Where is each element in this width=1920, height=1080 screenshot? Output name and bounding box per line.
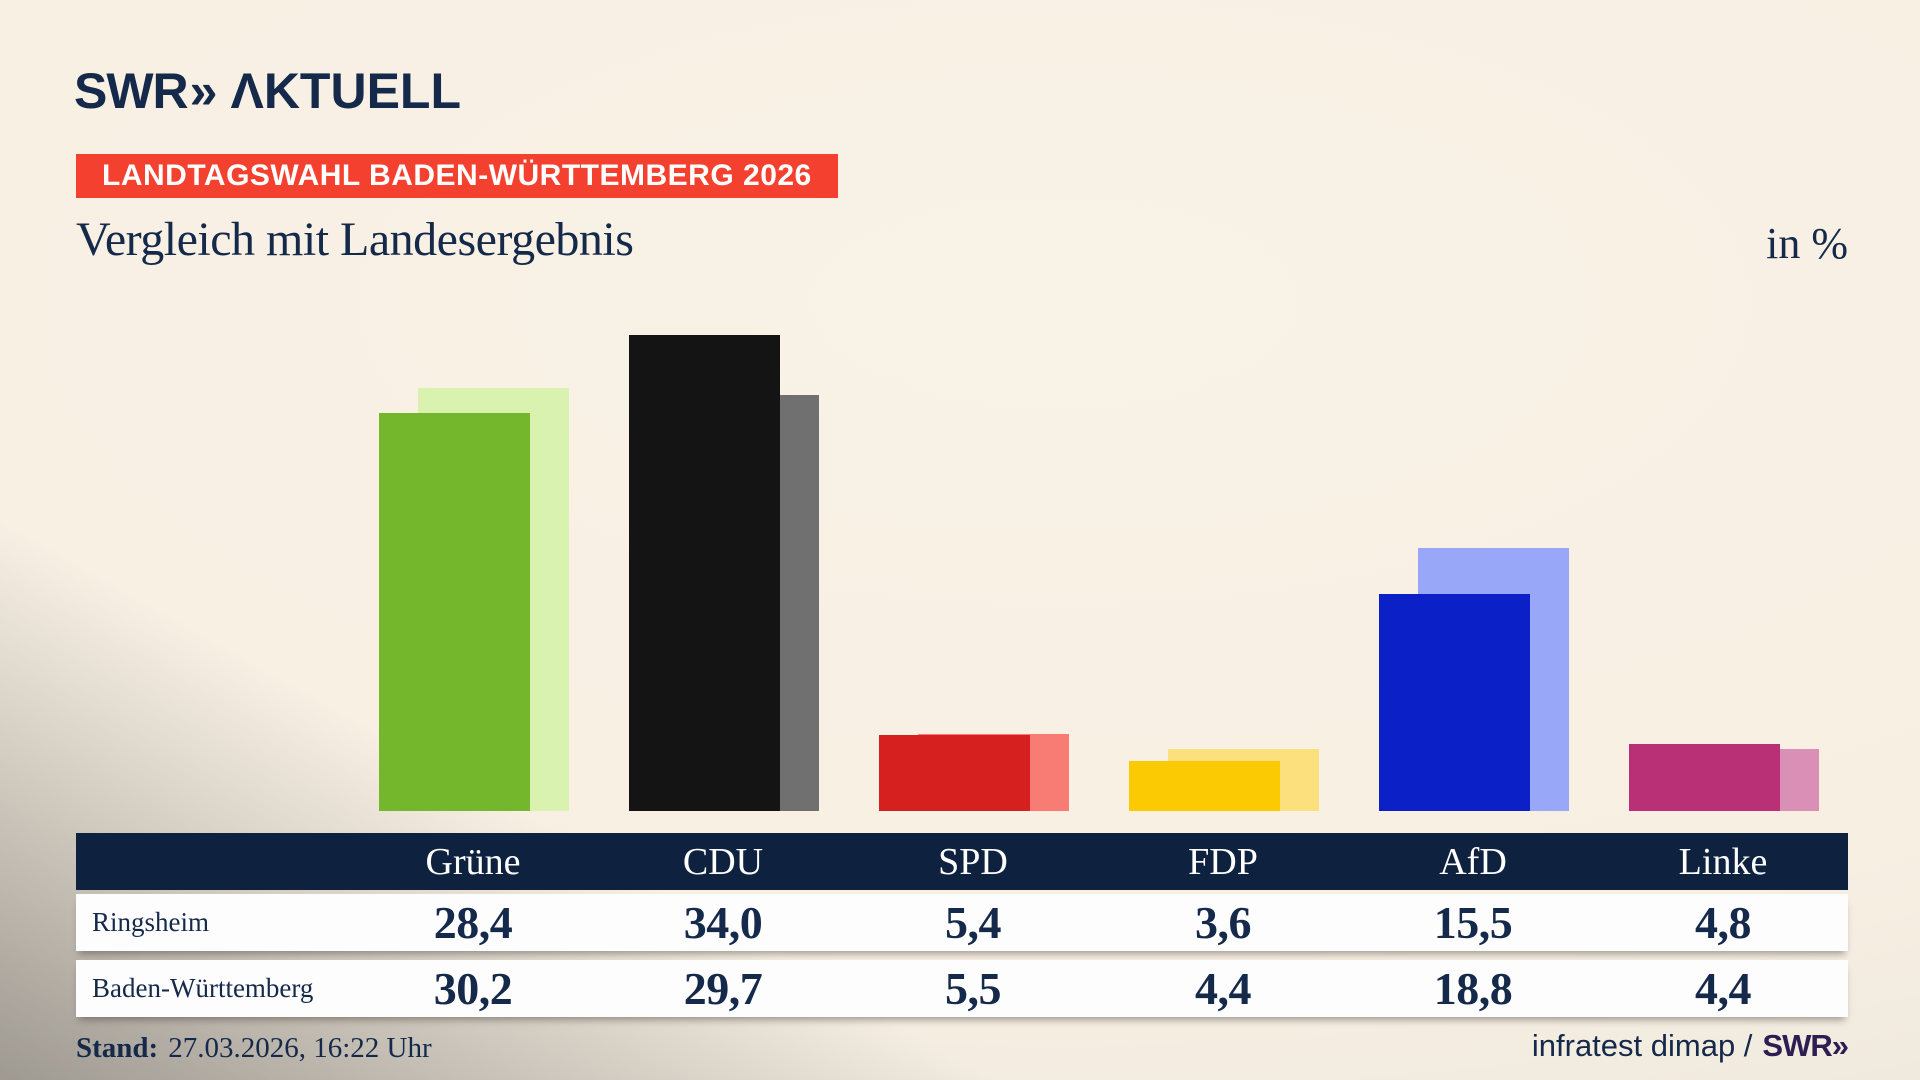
table-header-Linke: Linke (1678, 840, 1768, 883)
table-header-AfD: AfD (1439, 840, 1507, 883)
bar-state-Linke (1668, 749, 1819, 811)
source-attribution: infratest dimap / SWR» (1531, 1028, 1849, 1064)
value-SPD: 5,4 (945, 897, 1002, 948)
value-Linke: 4,8 (1695, 897, 1752, 948)
double-chevron-icon: » (189, 63, 218, 119)
value-FDP: 4,4 (1195, 963, 1252, 1014)
swr-aktuell-logo: SWR» ΛKTUELL (74, 62, 461, 120)
value-FDP: 3,6 (1195, 897, 1252, 948)
value-CDU: 29,7 (683, 963, 763, 1014)
bar-state-CDU (668, 395, 819, 811)
election-badge: LANDTAGSWAHL BADEN-WÜRTTEMBERG 2026 (76, 154, 838, 198)
table-header-row: Grüne CDU SPD FDP AfD Linke (76, 833, 1848, 890)
value-SPD: 5,5 (945, 963, 1002, 1014)
bar-main-SPD (879, 735, 1030, 811)
table-row-baden-wuerttemberg: Baden-Württemberg 30,2 29,7 5,5 4,4 18,8 4,4 (76, 960, 1848, 1017)
bar-main-Linke (1629, 744, 1780, 811)
bar-main-FDP (1129, 761, 1280, 811)
source-text: infratest dimap / (1531, 1028, 1753, 1063)
bar-state-FDP (1168, 749, 1319, 811)
value-CDU: 34,0 (683, 897, 763, 948)
timestamp: Stand: 27.03.2026, 16:22 Uhr (76, 1032, 432, 1065)
value-AfD: 15,5 (1433, 897, 1513, 948)
bar-state-Grüne (418, 388, 569, 811)
bar-main-Grüne (379, 413, 530, 811)
bar-state-AfD (1418, 548, 1569, 811)
results-table: Grüne CDU SPD FDP AfD Linke Ringsheim 28,4 34,0 5… (76, 833, 1848, 1017)
value-Grüne: 30,2 (433, 963, 513, 1014)
table-row-ringsheim: Ringsheim 28,4 34,0 5,4 3,6 15,5 4,8 (76, 894, 1848, 951)
bar-main-AfD (1379, 594, 1530, 811)
logo-aktuell-text: ΛKTUELL (230, 63, 462, 119)
table-header-CDU: CDU (682, 840, 764, 883)
page-title: Vergleich mit Landesergebnis (76, 213, 634, 266)
stand-value: 27.03.2026, 16:22 Uhr (168, 1032, 432, 1064)
logo-swr-text: SWR (74, 63, 189, 119)
value-Linke: 4,4 (1695, 963, 1752, 1014)
row-label: Ringsheim (92, 907, 210, 937)
swr-logo-small: SWR» (1762, 1028, 1849, 1063)
value-Grüne: 28,4 (433, 897, 513, 948)
stand-label: Stand: (76, 1032, 159, 1064)
unit-label: in % (1766, 219, 1848, 268)
table-header-SPD: SPD (938, 840, 1008, 883)
bar-state-SPD (918, 734, 1069, 811)
table-header-Grüne: Grüne (425, 840, 521, 883)
bar-main-CDU (629, 335, 780, 811)
table-header-FDP: FDP (1188, 840, 1258, 883)
row-label: Baden-Württemberg (92, 973, 314, 1003)
value-AfD: 18,8 (1433, 963, 1513, 1014)
